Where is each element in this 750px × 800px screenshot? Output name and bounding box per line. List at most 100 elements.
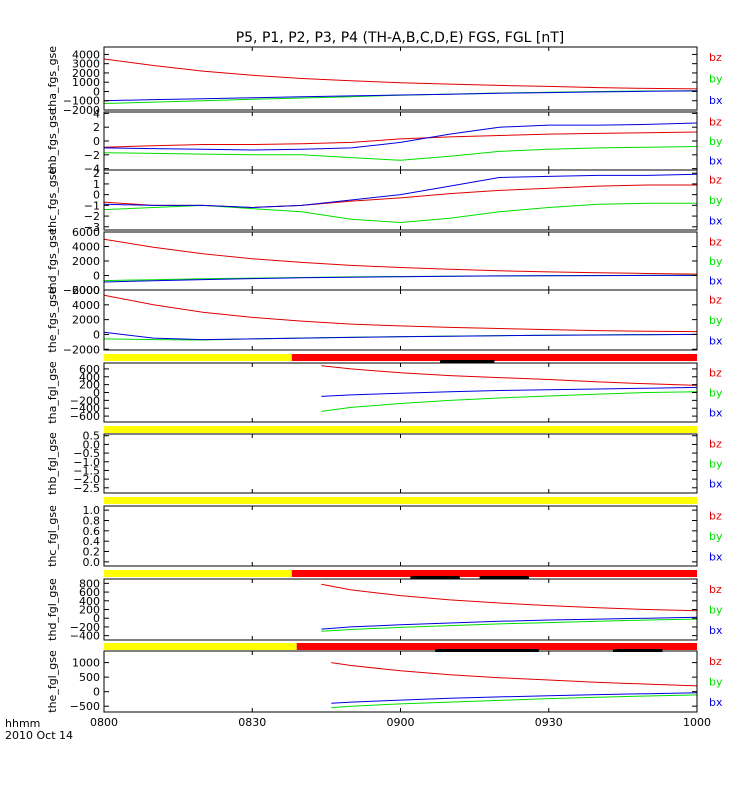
y-tick-label: −200 [70,394,100,407]
legend-label-by: by [709,530,723,543]
x-axis-label-date: 2010 Oct 14 [5,729,73,742]
y-tick-label: 200 [79,379,100,392]
series-line-bx [331,692,698,704]
y-tick-label: 4000 [72,299,100,312]
y-tick-label: 6000 [72,226,100,239]
legend-label-bz: bz [709,437,722,450]
y-tick-label: −1 [84,199,100,212]
series-line-by [103,90,698,104]
x-tick-label: 0830 [238,716,266,729]
panel-frame [103,231,698,291]
panel-frame [103,111,698,171]
panel-frame [103,289,698,351]
y-tick-label: 0.2 [83,546,101,559]
legend-label-bz: bz [709,51,722,64]
y-tick-label: −2 [84,149,100,162]
series-line-bz [321,365,698,386]
y-tick-label: 2000 [72,314,100,327]
legend-label-bz: bz [709,366,722,379]
y-tick-label: −0.5 [73,447,100,460]
panel-thc-fgl-gse: 0.00.20.40.60.81.0 thc_fgl_gse bz by bx [46,504,723,569]
legend-label-bx: bx [709,155,723,168]
series-line-by [331,694,698,709]
series-line-bz [331,662,698,687]
series-line-bx [103,173,698,209]
mode-bar-segment-yellow [104,497,697,504]
series-line-bz [321,583,698,612]
panel-frame [103,362,698,423]
y-tick-label: −4 [84,163,100,176]
y-tick-label: 500 [79,671,100,684]
y-axis-label: tha_fgl_gse [46,361,59,424]
series-line-by [103,202,697,224]
y-tick-label: −1.0 [73,456,100,469]
mode-bar-mark [612,649,663,652]
legend-label-bz: bz [709,235,722,248]
series-line-bx [103,90,698,102]
y-tick-label: 0 [93,612,100,625]
y-tick-label: 200 [79,604,100,617]
y-tick-label: 400 [79,371,100,384]
y-axis-label: thc_fgs_gse [46,168,59,233]
legend-label-by: by [709,194,723,207]
x-tick-label: 0930 [535,716,563,729]
y-tick-label: 1000 [72,657,100,670]
legend-label-bx: bx [709,275,723,288]
series-line-bz [103,131,698,148]
legend-label-bz: bz [709,655,722,668]
legend-label-by: by [709,387,723,400]
y-tick-label: 0.5 [83,430,101,443]
y-tick-label: −2.0 [73,473,100,486]
legend-label-bx: bx [709,624,723,637]
legend-label-by: by [709,255,723,268]
x-axis-label-time: hhmm [5,717,40,730]
y-tick-label: 6000 [72,284,100,297]
mode-bar [104,570,697,579]
mode-bar-mark [440,360,495,363]
y-tick-label: −400 [70,630,100,643]
panel-frame [103,433,698,494]
y-tick-label: 0 [93,328,100,341]
y-tick-label: 4 [93,107,100,120]
y-tick-label: −3 [84,221,100,234]
y-tick-label: −600 [70,410,100,423]
y-tick-label: 1.0 [83,504,101,517]
legend-label-bx: bx [709,214,723,227]
y-tick-label: 400 [79,595,100,608]
mode-bar-mark [479,576,529,579]
y-tick-label: 800 [79,577,100,590]
y-tick-label: −2000 [63,284,100,297]
series-line-bz [103,294,698,333]
legend-label-bx: bx [709,696,723,709]
panel-thb-fgl-gse: −2.5−2.0−1.5−1.0−0.50.00.5 thb_fgl_gse bz b… [46,430,723,495]
y-tick-label: −500 [70,700,100,713]
legend-label-bx: bx [709,478,723,491]
series-line-bx [321,386,698,397]
y-tick-label: 600 [79,363,100,376]
y-axis-label: thc_fgl_gse [46,505,59,567]
y-tick-label: 0.8 [83,514,101,527]
mode-bar [104,497,697,504]
legend-label-bz: bz [709,294,722,307]
mode-bar-segment-red [291,570,697,577]
mode-bar-segment-yellow [104,354,292,361]
y-tick-label: 0.4 [83,535,101,548]
series-line-by [321,618,698,632]
y-tick-label: −1.5 [73,464,100,477]
y-tick-label: −400 [70,402,100,415]
legend-label-bz: bz [709,510,722,523]
mode-bars [104,354,697,652]
legend-label-bx: bx [709,334,723,347]
panel-frame [103,169,698,231]
mode-bar-segment-red [291,354,697,361]
panel-frame [103,505,698,567]
y-tick-label: −2.5 [73,482,100,495]
y-tick-label: 0.0 [83,438,101,451]
y-tick-label: 3000 [72,58,100,71]
y-tick-label: 4000 [72,48,100,61]
series-line-bx [103,122,698,151]
series-line-bz [103,58,698,90]
